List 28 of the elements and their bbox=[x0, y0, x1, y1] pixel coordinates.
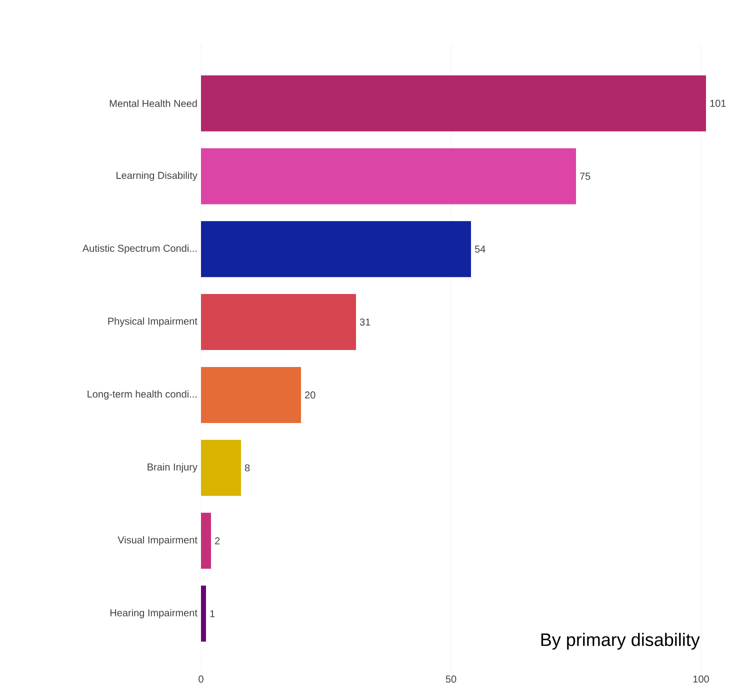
data-label: 8 bbox=[244, 464, 250, 472]
y-tick-label: Hearing Impairment bbox=[110, 609, 198, 618]
y-tick-label: Visual Impairment bbox=[118, 536, 198, 546]
bar bbox=[201, 586, 206, 642]
data-label: 54 bbox=[474, 246, 486, 253]
y-tick-label: Mental Health Need bbox=[110, 100, 197, 107]
bar bbox=[201, 512, 211, 569]
data-label: 1 bbox=[210, 610, 215, 618]
data-label: 31 bbox=[360, 318, 370, 326]
data-label: 101 bbox=[710, 100, 726, 107]
bar bbox=[201, 221, 471, 278]
annotation: By primary disability bbox=[541, 632, 700, 650]
y-tick-label: Long-term health condi... bbox=[88, 390, 197, 400]
data-label: 2 bbox=[215, 537, 220, 544]
y-tick-label: Autistic Spectrum Condi... bbox=[82, 244, 197, 254]
x-tick-label: 50 bbox=[446, 676, 456, 683]
data-label: 20 bbox=[305, 391, 316, 398]
bar bbox=[201, 148, 576, 204]
bar bbox=[201, 294, 356, 350]
data-label: 75 bbox=[580, 172, 590, 180]
bar bbox=[201, 440, 242, 496]
y-tick-label: Learning Disability bbox=[116, 172, 198, 181]
bar bbox=[201, 75, 706, 132]
x-tick-label: 100 bbox=[693, 676, 709, 683]
y-tick-label: Brain Injury bbox=[148, 463, 198, 473]
x-tick-label: 0 bbox=[198, 676, 204, 683]
y-tick-label: Physical Impairment bbox=[108, 317, 198, 327]
bar bbox=[201, 366, 302, 423]
